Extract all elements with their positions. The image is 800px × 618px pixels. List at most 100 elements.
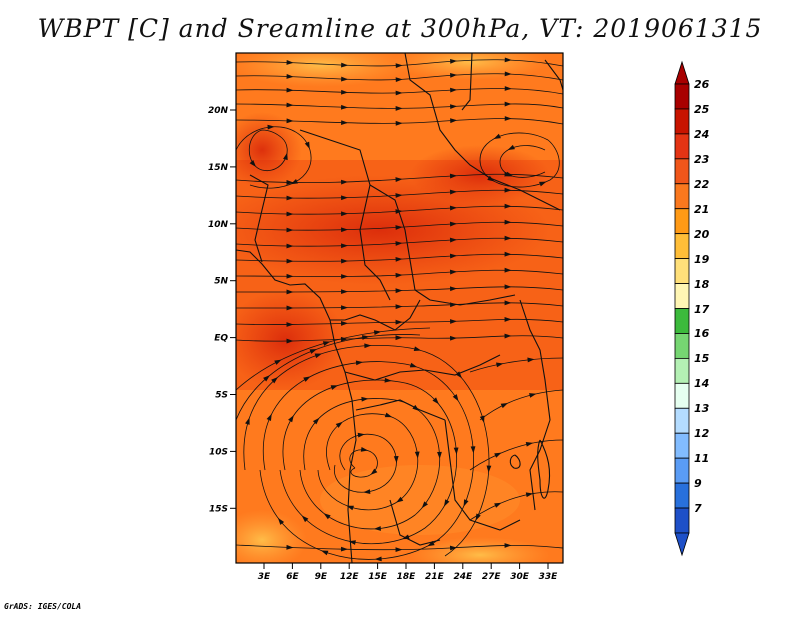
streamline-arrowhead <box>290 179 299 185</box>
streamline-arrowhead <box>370 468 378 475</box>
streamline-arrowhead <box>373 330 382 335</box>
streamline-arrowhead <box>341 89 349 95</box>
streamline-arrowhead <box>449 545 458 551</box>
streamline-arrowhead <box>341 274 349 279</box>
streamline-arrowhead <box>303 376 311 382</box>
streamline-arrowhead <box>323 513 331 520</box>
streamline-arrowhead <box>277 517 285 525</box>
streamline-arrowhead <box>286 60 294 65</box>
streamline-arrowhead <box>409 362 418 368</box>
streamline-arrowhead <box>286 305 294 311</box>
streamline-arrowhead <box>395 225 403 230</box>
colorbar-label: 22 <box>694 177 710 191</box>
streamline-arrowhead <box>504 86 512 91</box>
streamline-arrowhead <box>421 501 429 509</box>
streamline-arrowhead <box>286 87 294 93</box>
streamline-arrowhead <box>335 421 343 428</box>
streamline-arrowhead <box>504 203 512 209</box>
streamline-arrowhead <box>449 269 458 275</box>
colorbar-min-triangle <box>674 532 690 557</box>
streamline-arrowhead <box>449 237 458 243</box>
streamline-arrowhead <box>395 288 403 294</box>
streamline-arrowhead <box>437 451 442 459</box>
map-frame <box>235 52 564 564</box>
streamline-arrowhead <box>414 451 420 459</box>
colorbar-segment <box>674 208 690 235</box>
streamline-arrowhead <box>500 403 509 409</box>
streamline-arrowhead <box>450 104 458 110</box>
colorbar-label: 18 <box>694 277 710 291</box>
latitude-axis: 20N 15N 10N 5N EQ 5S 10S 15S <box>208 106 236 514</box>
streamline-arrowhead <box>283 152 288 161</box>
lon-tick-label: 30E <box>510 572 530 582</box>
colorbar-segment <box>674 333 690 359</box>
streamline-arrowhead <box>330 385 339 390</box>
colorbar-label: 15 <box>694 352 710 366</box>
streamline-arrowhead <box>507 144 515 151</box>
streamline-arrowhead <box>395 120 403 126</box>
lon-tick-label: 9E <box>315 572 328 582</box>
colorbar-segment <box>674 308 690 334</box>
streamline-arrowhead <box>322 341 331 346</box>
colorbar-segment <box>674 83 690 110</box>
lat-tick-label: 10S <box>209 447 228 457</box>
streamline-arrowhead <box>286 289 294 295</box>
streamline-arrowhead <box>449 286 458 292</box>
lat-tick-label: EQ <box>214 334 228 344</box>
streamline-arrowhead <box>286 102 294 108</box>
credit-text: GrADS: IGES/COLA <box>4 602 82 611</box>
colorbar-segment <box>674 283 690 309</box>
streamline-arrowhead <box>486 465 492 473</box>
streamline-arrowhead <box>286 227 294 233</box>
streamline-arrowhead <box>455 371 462 379</box>
lon-tick-label: 18E <box>397 572 417 582</box>
streamline-arrowhead <box>450 118 458 124</box>
streamline-arrowhead <box>494 502 502 508</box>
streamline-arrowhead <box>475 513 481 521</box>
streamline-arrowhead <box>341 289 349 295</box>
streamline-arrowhead <box>504 543 512 548</box>
streamline-arrowhead <box>395 177 403 182</box>
lat-tick-label: 20N <box>208 106 229 116</box>
streamline-arrowhead <box>288 415 294 423</box>
colorbar-segment <box>674 133 690 160</box>
streamline-arrowhead <box>450 72 458 78</box>
colorbar-segment <box>674 258 690 284</box>
lon-tick-label: 27E <box>482 572 502 582</box>
colorbar-label: 23 <box>694 152 710 166</box>
streamline-arrowhead <box>496 362 504 368</box>
streamline-arrowhead <box>340 104 349 110</box>
streamline-arrowhead <box>449 319 458 324</box>
streamline-arrowhead <box>393 456 399 464</box>
streamline-arrowhead <box>395 319 403 325</box>
streamline-arrowhead <box>432 397 439 405</box>
lon-tick-label: 15E <box>368 572 388 582</box>
streamline-arrowhead <box>286 74 294 79</box>
streamline-arrowhead <box>341 211 349 217</box>
streamline-arrowhead <box>493 133 501 139</box>
colorbar-segment <box>674 457 690 484</box>
longitude-axis: 3E 6E 9E 12E 15E 18E 21E 24E 27E 30E 33E <box>258 563 558 582</box>
streamline-arrowhead <box>340 546 349 552</box>
streamline-arrowhead <box>413 346 422 351</box>
streamline-arrowhead <box>470 446 476 454</box>
colorbar-label: 17 <box>694 302 710 316</box>
streamline-arrowhead <box>363 489 371 495</box>
colorbar-segment <box>674 482 690 509</box>
streamline-arrowhead <box>402 534 410 540</box>
streamline-arrowhead <box>361 396 369 402</box>
colorbar <box>674 60 690 557</box>
streamline-arrowhead <box>360 446 369 452</box>
chart-title: WBPT [C] and Sreamline at 300hPa, VT: 20… <box>37 14 763 43</box>
streamline-arrowhead <box>504 317 512 322</box>
lat-tick-label: 5N <box>214 277 228 287</box>
country-borders <box>236 53 563 563</box>
lon-tick-label: 12E <box>340 572 360 582</box>
streamline-arrowhead <box>341 227 349 233</box>
streamline-arrowhead <box>494 452 502 458</box>
streamline-arrowhead <box>395 77 403 83</box>
streamline-arrowhead <box>286 211 294 217</box>
streamline-arrowhead <box>504 251 512 257</box>
streamline-arrowhead <box>395 335 403 341</box>
